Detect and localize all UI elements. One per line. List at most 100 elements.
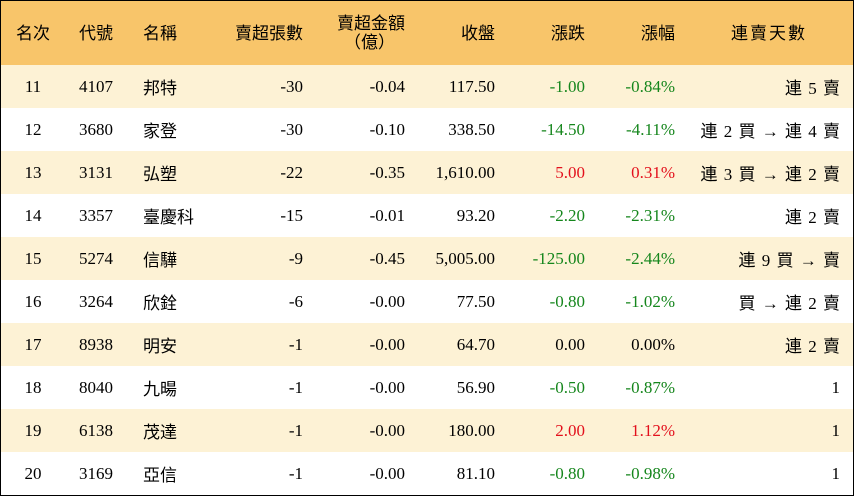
header-sell-amount: 賣超金額 （億） bbox=[313, 1, 415, 65]
cell-rank: 20 bbox=[24, 463, 42, 483]
cell-change-pct: 1.12% bbox=[631, 420, 675, 440]
cell-code: 6138 bbox=[79, 420, 113, 440]
cell-streak: 連 5 賣 bbox=[785, 79, 841, 98]
cell-close: 1,610.00 bbox=[435, 162, 496, 182]
table-row: 16 3264 欣銓 -6 -0.00 77.50 -0.80 -1.02% 買 → 連 2 賣 bbox=[1, 280, 853, 323]
cell-change: -0.80 bbox=[549, 463, 585, 483]
table-row: 19 6138 茂達 -1 -0.00 180.00 2.00 1.12% 1 bbox=[1, 409, 853, 452]
cell-code: 3131 bbox=[79, 162, 113, 182]
cell-name: 欣銓 bbox=[143, 294, 177, 313]
cell-rank: 14 bbox=[24, 205, 42, 225]
cell-name: 九暘 bbox=[143, 380, 177, 399]
cell-rank: 19 bbox=[24, 420, 42, 440]
cell-change: -2.20 bbox=[549, 205, 585, 225]
cell-code: 3169 bbox=[79, 463, 113, 483]
cell-streak: 連 9 買 → 賣 bbox=[738, 251, 841, 270]
cell-name: 信驊 bbox=[143, 251, 177, 270]
table-header-row: 名次 代號 名稱 賣超張數 賣超金額 （億） 收盤 漲跌 漲幅 連賣天數 bbox=[1, 1, 853, 65]
cell-sell-amount: -0.00 bbox=[369, 291, 405, 311]
cell-code: 3680 bbox=[79, 119, 113, 139]
cell-sell-amount: -0.00 bbox=[369, 334, 405, 354]
cell-streak: 1 bbox=[831, 463, 841, 483]
cell-close: 64.70 bbox=[456, 334, 495, 354]
table-row: 15 5274 信驊 -9 -0.45 5,005.00 -125.00 -2.44% 連 9 … bbox=[1, 237, 853, 280]
cell-close: 81.10 bbox=[456, 463, 495, 483]
header-rank: 名次 bbox=[16, 23, 50, 43]
cell-code: 4107 bbox=[79, 76, 113, 96]
cell-close: 117.50 bbox=[448, 76, 495, 96]
cell-sell-amount: -0.10 bbox=[369, 119, 405, 139]
cell-sell-lots: -22 bbox=[280, 162, 303, 182]
cell-change: -125.00 bbox=[532, 248, 585, 268]
cell-change-pct: -0.84% bbox=[625, 76, 675, 96]
cell-close: 93.20 bbox=[456, 205, 495, 225]
cell-sell-amount: -0.01 bbox=[369, 205, 405, 225]
cell-code: 5274 bbox=[79, 248, 113, 268]
cell-streak: 連 2 賣 bbox=[785, 208, 841, 227]
cell-change-pct: -2.44% bbox=[625, 248, 675, 268]
header-close: 收盤 bbox=[461, 23, 495, 43]
cell-code: 8938 bbox=[79, 334, 113, 354]
cell-name: 邦特 bbox=[143, 79, 177, 98]
cell-sell-lots: -1 bbox=[288, 463, 303, 483]
table-row: 18 8040 九暘 -1 -0.00 56.90 -0.50 -0.87% 1 bbox=[1, 366, 853, 409]
cell-rank: 11 bbox=[24, 76, 42, 96]
cell-rank: 17 bbox=[24, 334, 42, 354]
cell-change: 2.00 bbox=[555, 420, 585, 440]
cell-streak: 1 bbox=[831, 377, 841, 397]
cell-close: 56.90 bbox=[456, 377, 495, 397]
cell-name: 茂達 bbox=[143, 423, 177, 442]
cell-sell-lots: -1 bbox=[288, 334, 303, 354]
cell-sell-amount: -0.35 bbox=[369, 162, 405, 182]
cell-sell-amount: -0.00 bbox=[369, 377, 405, 397]
table-row: 20 3169 亞信 -1 -0.00 81.10 -0.80 -0.98% 1 bbox=[1, 452, 853, 495]
cell-close: 180.00 bbox=[448, 420, 495, 440]
cell-sell-lots: -30 bbox=[280, 119, 303, 139]
cell-name: 家登 bbox=[143, 122, 177, 141]
cell-change-pct: 0.00% bbox=[631, 334, 675, 354]
header-change: 漲跌 bbox=[551, 23, 585, 43]
cell-sell-amount: -0.00 bbox=[369, 420, 405, 440]
cell-change: 0.00 bbox=[555, 334, 585, 354]
cell-rank: 18 bbox=[24, 377, 42, 397]
cell-close: 338.50 bbox=[448, 119, 495, 139]
cell-change-pct: -2.31% bbox=[625, 205, 675, 225]
cell-sell-amount: -0.45 bbox=[369, 248, 405, 268]
cell-code: 3357 bbox=[79, 205, 113, 225]
header-sell-amount-line1: 賣超金額 bbox=[337, 14, 405, 33]
header-sell-amount-line2: （億） bbox=[344, 33, 395, 52]
cell-sell-lots: -1 bbox=[288, 420, 303, 440]
cell-change-pct: -4.11% bbox=[626, 119, 675, 139]
cell-change: -0.80 bbox=[549, 291, 585, 311]
cell-name: 臺慶科 bbox=[143, 208, 194, 227]
table-row: 13 3131 弘塑 -22 -0.35 1,610.00 5.00 0.31% 連 3 買 →… bbox=[1, 151, 853, 194]
cell-name: 弘塑 bbox=[143, 165, 177, 184]
cell-streak: 連 2 買 → 連 4 賣 bbox=[700, 122, 841, 141]
cell-change-pct: -0.87% bbox=[625, 377, 675, 397]
header-streak: 連賣天數 bbox=[731, 23, 807, 43]
cell-change: -0.50 bbox=[549, 377, 585, 397]
cell-streak: 連 3 買 → 連 2 賣 bbox=[700, 165, 841, 184]
cell-rank: 12 bbox=[24, 119, 42, 139]
cell-sell-lots: -30 bbox=[280, 76, 303, 96]
cell-change-pct: 0.31% bbox=[631, 162, 675, 182]
cell-sell-lots: -15 bbox=[280, 205, 303, 225]
table-row: 17 8938 明安 -1 -0.00 64.70 0.00 0.00% 連 2 賣 bbox=[1, 323, 853, 366]
header-code: 代號 bbox=[79, 23, 113, 43]
cell-sell-lots: -6 bbox=[288, 291, 303, 311]
cell-rank: 16 bbox=[24, 291, 42, 311]
header-sell-lots: 賣超張數 bbox=[235, 23, 303, 43]
cell-change-pct: -0.98% bbox=[625, 463, 675, 483]
cell-change: -14.50 bbox=[541, 119, 585, 139]
cell-change-pct: -1.02% bbox=[625, 291, 675, 311]
header-name: 名稱 bbox=[143, 23, 177, 43]
header-change-pct: 漲幅 bbox=[641, 23, 675, 43]
cell-streak: 買 → 連 2 賣 bbox=[738, 294, 841, 313]
cell-close: 5,005.00 bbox=[435, 248, 496, 268]
cell-code: 8040 bbox=[79, 377, 113, 397]
cell-code: 3264 bbox=[79, 291, 113, 311]
table-row: 12 3680 家登 -30 -0.10 338.50 -14.50 -4.11% 連 2 買 … bbox=[1, 108, 853, 151]
cell-sell-amount: -0.00 bbox=[369, 463, 405, 483]
